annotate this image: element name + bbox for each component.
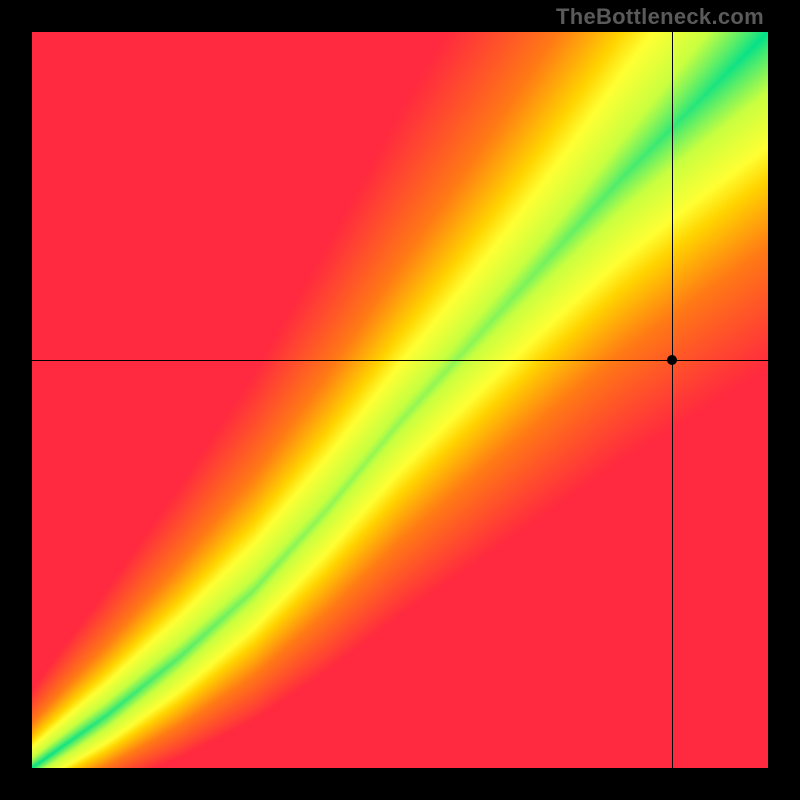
heatmap-canvas	[32, 32, 768, 768]
crosshair-horizontal	[32, 360, 768, 361]
crosshair-vertical	[672, 32, 673, 768]
plot-area	[32, 32, 768, 768]
crosshair-marker	[667, 355, 677, 365]
chart-container: TheBottleneck.com	[0, 0, 800, 800]
watermark-text: TheBottleneck.com	[556, 4, 764, 30]
